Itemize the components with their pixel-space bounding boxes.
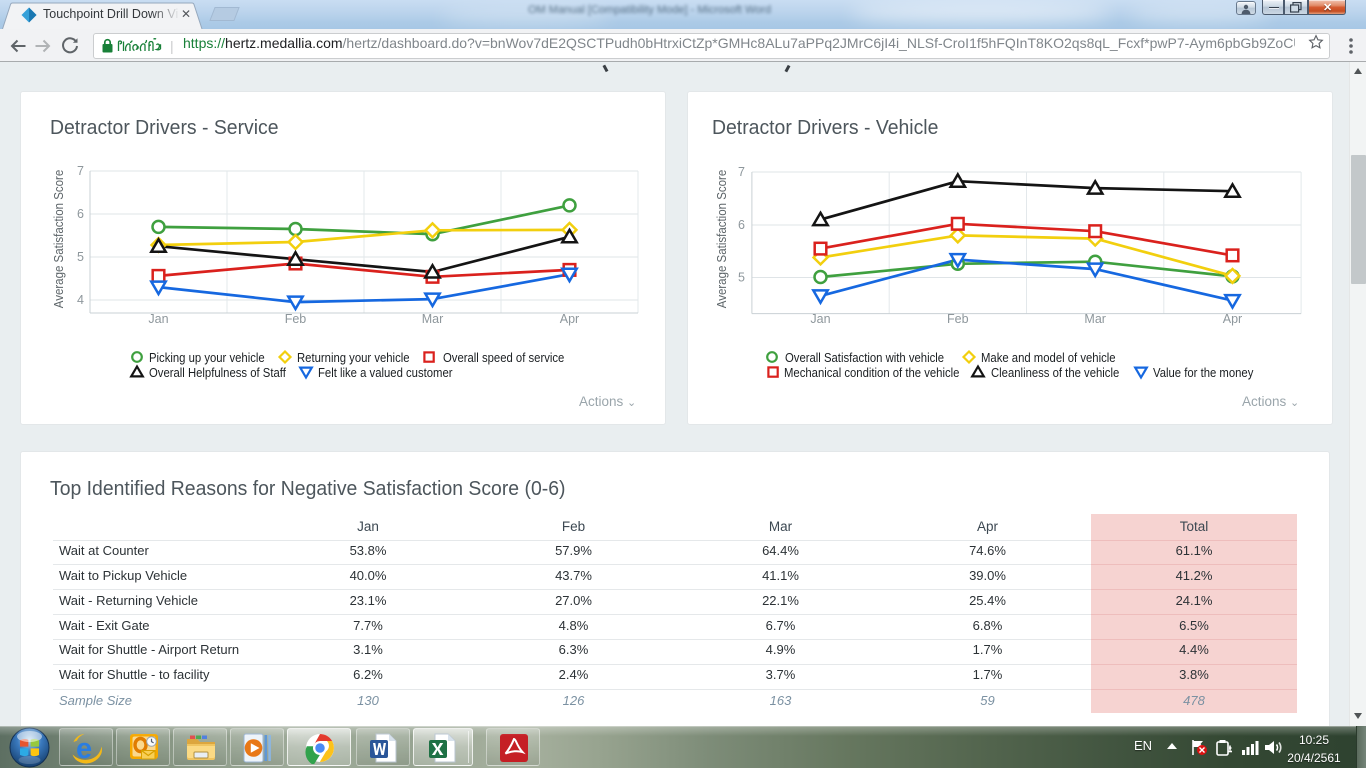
svg-text:Mar: Mar (1084, 312, 1106, 326)
svg-text:6: 6 (77, 207, 84, 221)
svg-text:Apr: Apr (560, 312, 579, 326)
svg-text:4: 4 (77, 293, 84, 307)
svg-text:Mar: Mar (422, 312, 444, 326)
svg-text:Feb: Feb (947, 312, 969, 326)
svg-text:Jan: Jan (148, 312, 168, 326)
svg-text:7: 7 (738, 165, 745, 179)
svg-text:Feb: Feb (285, 312, 307, 326)
svg-text:5: 5 (77, 250, 84, 264)
svg-text:e: e (76, 733, 92, 764)
svg-text:7: 7 (77, 164, 84, 178)
svg-text:Apr: Apr (1223, 312, 1242, 326)
svg-text:Jan: Jan (810, 312, 830, 326)
svg-text:6: 6 (738, 218, 745, 232)
svg-text:5: 5 (738, 271, 745, 285)
